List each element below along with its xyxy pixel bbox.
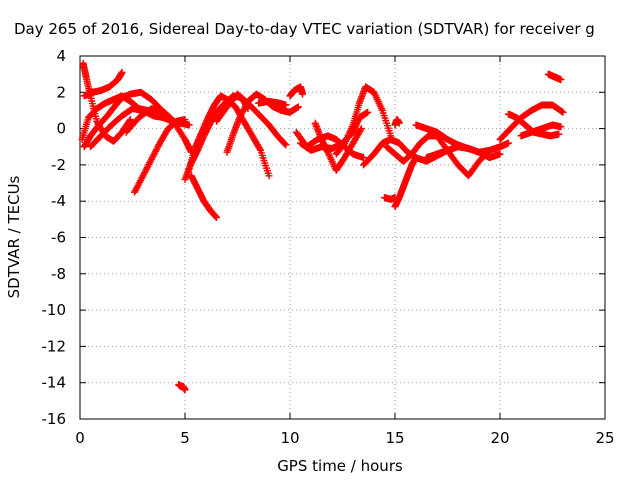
data-point-track-15 bbox=[299, 90, 307, 98]
data-point-track-14 bbox=[282, 101, 290, 109]
y-tick-label: -8 bbox=[51, 265, 66, 283]
data-point-track-11 bbox=[213, 214, 220, 222]
data-points bbox=[78, 59, 567, 394]
data-point-track-12 bbox=[281, 140, 289, 148]
y-tick-label: 2 bbox=[56, 83, 66, 101]
data-point-track-04 bbox=[126, 117, 134, 125]
chart-title: Day 265 of 2016, Sidereal Day-to-day VTE… bbox=[14, 20, 595, 38]
y-tick-label: -12 bbox=[42, 337, 67, 355]
y-tick-label: 4 bbox=[56, 47, 66, 65]
data-point-track-09 bbox=[256, 145, 264, 153]
data-point-track-30 bbox=[557, 76, 565, 84]
data-point-track-25 bbox=[504, 139, 512, 147]
axis-ticks bbox=[79, 55, 606, 420]
data-point-track-08 bbox=[181, 386, 189, 394]
data-point-track-13 bbox=[294, 103, 302, 111]
data-point-track-28 bbox=[555, 130, 563, 138]
x-tick-label: 15 bbox=[385, 429, 404, 447]
x-tick-label: 25 bbox=[595, 429, 614, 447]
y-tick-label: -14 bbox=[42, 374, 67, 392]
data-point-track-09 bbox=[265, 172, 273, 180]
data-point-track-06 bbox=[181, 116, 189, 124]
y-tick-label: -16 bbox=[42, 410, 67, 428]
data-point-track-27 bbox=[559, 108, 567, 116]
y-tick-label: -10 bbox=[42, 301, 67, 319]
data-point-track-22 bbox=[412, 154, 420, 162]
data-point-track-27 bbox=[558, 108, 566, 116]
data-point-track-18 bbox=[357, 125, 365, 133]
x-tick-label: 5 bbox=[180, 429, 190, 447]
data-point-track-26 bbox=[496, 150, 504, 158]
y-tick-label: -4 bbox=[51, 192, 66, 210]
x-tick-labels: 0 5 10 15 20 25 bbox=[75, 429, 614, 447]
x-tick-label: 20 bbox=[490, 429, 509, 447]
data-point-track-29 bbox=[557, 123, 565, 131]
y-tick-label: 0 bbox=[56, 120, 66, 138]
data-point-track-17 bbox=[364, 108, 372, 116]
y-tick-labels: -16 -14 -12 -10 -8 -6 -4 -2 0 2 4 bbox=[42, 47, 67, 428]
x-tick-label: 10 bbox=[280, 429, 299, 447]
data-point-track-23 bbox=[395, 119, 403, 127]
data-point-track-12 bbox=[282, 141, 290, 149]
data-point-track-01 bbox=[185, 121, 193, 129]
data-point-track-18 bbox=[357, 126, 365, 134]
data-point-track-03 bbox=[118, 68, 126, 76]
x-axis-label: GPS time / hours bbox=[277, 457, 403, 475]
x-tick-label: 0 bbox=[75, 429, 85, 447]
data-point-track-04 bbox=[126, 116, 134, 124]
data-point-track-16 bbox=[360, 154, 367, 162]
y-tick-label: -2 bbox=[51, 156, 66, 174]
y-tick-label: -6 bbox=[51, 229, 66, 247]
y-axis-label: SDTVAR / TECUs bbox=[5, 175, 23, 298]
